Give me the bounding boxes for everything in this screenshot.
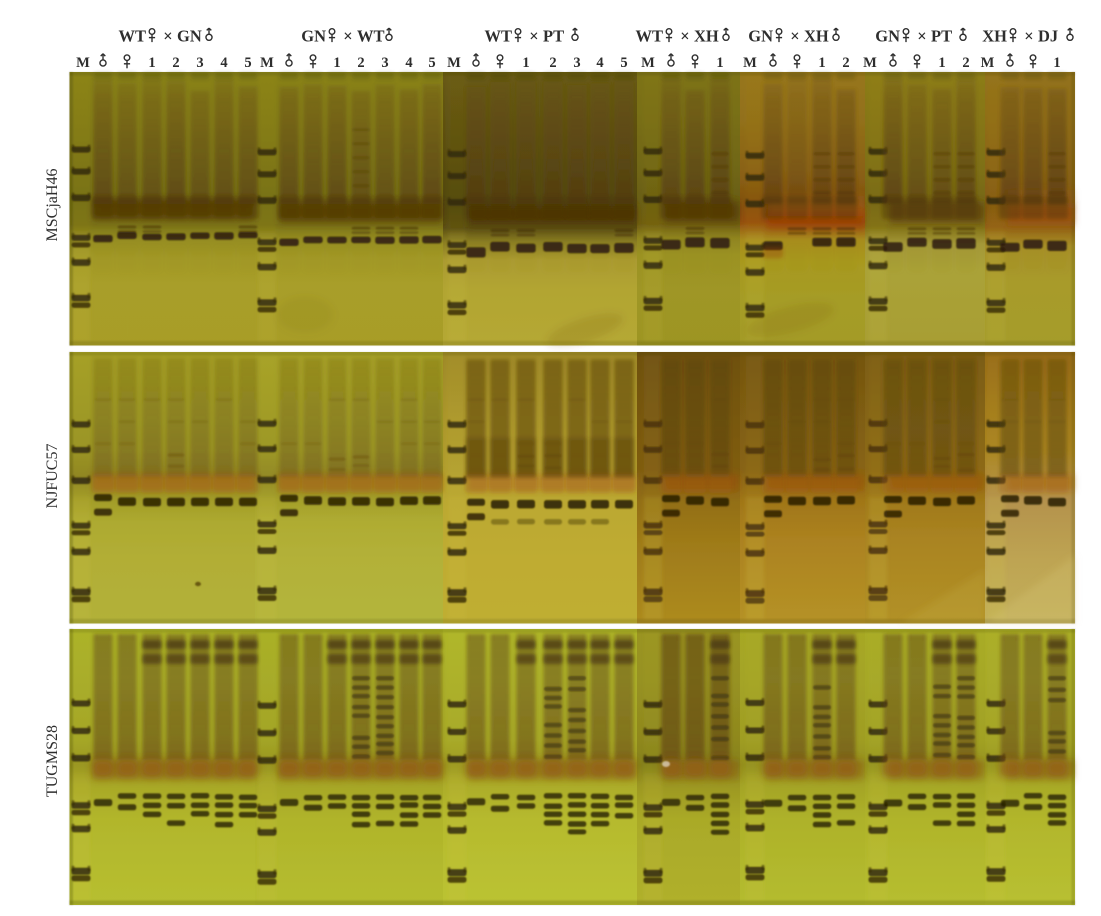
- svg-text:5: 5: [244, 55, 251, 71]
- svg-text:5: 5: [620, 55, 627, 71]
- svg-text:4: 4: [596, 55, 603, 71]
- svg-text:M: M: [76, 55, 90, 71]
- svg-text:2: 2: [357, 55, 364, 71]
- svg-text:4: 4: [405, 55, 412, 71]
- svg-text:WT: WT: [118, 27, 146, 46]
- svg-text:×: ×: [529, 27, 538, 46]
- svg-text:MSCjaH46: MSCjaH46: [44, 169, 61, 242]
- svg-text:×: ×: [343, 27, 352, 46]
- svg-text:GN: GN: [875, 27, 900, 46]
- svg-text:M: M: [260, 55, 274, 71]
- svg-text:TUGMS28: TUGMS28: [44, 725, 61, 797]
- svg-text:2: 2: [962, 55, 969, 71]
- svg-text:1: 1: [522, 55, 529, 71]
- svg-text:1: 1: [716, 55, 723, 71]
- svg-text:×: ×: [1024, 27, 1033, 46]
- svg-text:2: 2: [549, 55, 556, 71]
- svg-text:3: 3: [573, 55, 580, 71]
- svg-text:M: M: [641, 55, 655, 71]
- svg-text:×: ×: [163, 27, 172, 46]
- svg-text:XH: XH: [694, 27, 719, 46]
- svg-text:3: 3: [381, 55, 388, 71]
- svg-text:NJFUC57: NJFUC57: [44, 444, 61, 509]
- svg-text:2: 2: [172, 55, 179, 71]
- svg-text:XH: XH: [804, 27, 829, 46]
- svg-text:PT: PT: [931, 27, 952, 46]
- svg-text:M: M: [447, 55, 461, 71]
- svg-text:3: 3: [196, 55, 203, 71]
- svg-text:1: 1: [938, 55, 945, 71]
- svg-text:1: 1: [333, 55, 340, 71]
- svg-text:GN: GN: [301, 27, 326, 46]
- svg-text:×: ×: [917, 27, 926, 46]
- svg-text:M: M: [981, 55, 995, 71]
- svg-text:XH: XH: [982, 27, 1007, 46]
- svg-text:1: 1: [818, 55, 825, 71]
- svg-text:1: 1: [148, 55, 155, 71]
- svg-text:WT: WT: [635, 27, 663, 46]
- svg-text:GN: GN: [177, 27, 202, 46]
- svg-text:×: ×: [680, 27, 689, 46]
- svg-text:WT: WT: [484, 27, 512, 46]
- svg-text:WT: WT: [357, 27, 385, 46]
- svg-text:×: ×: [790, 27, 799, 46]
- svg-text:PT: PT: [543, 27, 564, 46]
- svg-text:GN: GN: [748, 27, 773, 46]
- svg-text:5: 5: [428, 55, 435, 71]
- svg-text:M: M: [743, 55, 757, 71]
- svg-text:DJ: DJ: [1038, 27, 1058, 46]
- svg-text:2: 2: [842, 55, 849, 71]
- svg-text:1: 1: [1053, 55, 1060, 71]
- svg-text:4: 4: [220, 55, 227, 71]
- svg-text:M: M: [863, 55, 877, 71]
